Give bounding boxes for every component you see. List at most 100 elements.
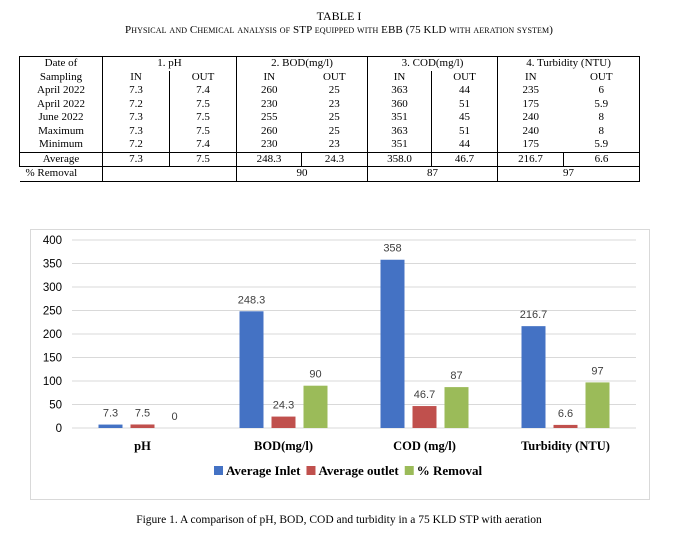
table-cell: 7.5 — [168, 124, 237, 138]
table-cell: 6 — [563, 84, 641, 98]
table-cell: 175 — [497, 97, 564, 111]
data-label: 7.5 — [135, 407, 150, 419]
table-cell: 45 — [431, 111, 498, 125]
turbidity-out-header: OUT — [563, 70, 641, 84]
table-cell: 6.6 — [563, 151, 641, 167]
removal-cod: 87 — [367, 166, 498, 182]
table-cell: 46.7 — [431, 151, 499, 167]
bar — [521, 326, 546, 428]
table-cell: 25 — [328, 84, 340, 97]
table-cell: 5.9 — [563, 138, 641, 153]
x-tick-label: BOD(mg/l) — [254, 439, 313, 453]
table-cell: 7.5 — [168, 97, 237, 111]
table-cell: 23 — [301, 138, 368, 153]
table-cell: 351 — [367, 138, 432, 153]
table-row: June 2022 7.3 7.5 255 25 351 45 240 8 — [19, 111, 641, 125]
table-cell: 7.4 — [168, 84, 237, 98]
removal-label: % Removal — [19, 166, 103, 182]
table-cell: 25 — [328, 124, 340, 137]
table-cell: 230 — [236, 97, 302, 111]
table-cell: 7.4 — [168, 138, 237, 153]
legend-entry: % Removal — [417, 463, 483, 478]
data-label: 358 — [383, 243, 401, 255]
y-tick-label: 50 — [49, 400, 62, 412]
y-tick-label: 350 — [43, 259, 62, 271]
bar — [130, 424, 155, 428]
data-label: 24.3 — [273, 400, 294, 412]
header-row-inout: Sampling IN OUT IN OUT IN OUT IN OUT — [19, 70, 641, 84]
row-label: Average — [19, 151, 103, 167]
bod-in-header: IN — [236, 70, 302, 84]
table-cell: 260 — [236, 124, 302, 138]
table-cell: 363 — [367, 84, 432, 98]
row-label: April 2022 — [19, 84, 103, 98]
legend-entry: Average outlet — [318, 463, 399, 478]
table-cell: 7.5 — [168, 151, 238, 167]
chart-frame — [30, 229, 650, 500]
bar — [444, 387, 469, 428]
data-label: 6.6 — [558, 408, 573, 420]
bar — [271, 416, 296, 428]
table-cell: 358.0 — [367, 151, 432, 167]
x-tick-label: pH — [134, 439, 151, 453]
data-label: 0 — [171, 411, 177, 423]
table-cell: 260 — [236, 84, 302, 98]
legend-swatch — [404, 466, 414, 475]
turbidity-in-header: IN — [497, 70, 564, 84]
group-header-ph: 1. pH — [102, 56, 237, 71]
group-header-cod: 3. COD(mg/l) — [367, 56, 498, 71]
figure-caption: Figure 1. A comparison of pH, BOD, COD a… — [136, 514, 542, 526]
y-tick-label: 400 — [43, 235, 62, 247]
y-tick-label: 0 — [56, 423, 62, 435]
removal-ph — [101, 166, 237, 182]
table-row: Maximum 7.3 7.5 260 25 363 51 240 8 — [19, 124, 641, 138]
table-cell: 7.2 — [102, 138, 170, 153]
y-tick-label: 250 — [43, 306, 62, 318]
legend-swatch — [306, 466, 316, 475]
table-cell: 240 — [497, 124, 564, 138]
table-cell: 5.9 — [563, 97, 641, 111]
table-cell: 7.3 — [129, 124, 143, 137]
table-cell: 24.3 — [301, 151, 369, 167]
table-cell: 230 — [236, 138, 302, 153]
y-tick-label: 200 — [43, 329, 62, 341]
analysis-table: Date of 1. pH 2. BOD(mg/l) 3. COD(mg/l) … — [19, 56, 641, 182]
y-tick-label: 300 — [43, 282, 62, 294]
bar — [412, 406, 437, 428]
ph-out-header: OUT — [168, 70, 237, 84]
data-label: 7.3 — [103, 408, 118, 420]
data-label: 216.7 — [520, 309, 548, 321]
table-cell: 51 — [431, 97, 498, 111]
table-cell: 175 — [497, 138, 564, 153]
data-label: 87 — [450, 370, 462, 382]
table-row: Minimum 7.2 7.4 230 23 351 44 175 5.9 — [19, 138, 641, 153]
date-header-2: Sampling — [19, 70, 103, 84]
table-cell: 255 — [236, 111, 302, 125]
cod-in-header: IN — [367, 70, 432, 84]
table-cell: 7.3 — [129, 84, 143, 97]
row-label: April 2022 — [19, 97, 103, 111]
data-label: 46.7 — [414, 389, 435, 401]
x-tick-label: Turbidity (NTU) — [521, 439, 610, 453]
bar — [585, 382, 610, 428]
y-tick-label: 150 — [43, 353, 62, 365]
row-label: June 2022 — [19, 111, 103, 125]
y-tick-label: 100 — [43, 376, 62, 388]
data-label: 90 — [309, 369, 321, 381]
table-row: April 2022 7.3 7.4 260 25 363 44 235 6 — [19, 84, 641, 98]
table-cell: 363 — [367, 124, 432, 138]
table-cell: 25 — [328, 111, 340, 124]
table-cell: 216.7 — [497, 151, 564, 167]
table-cell: 7.3 — [129, 111, 143, 124]
row-label: Maximum — [19, 124, 103, 138]
table-row-average: Average 7.3 7.5 248.3 24.3 358.0 46.7 21… — [19, 151, 641, 167]
table-cell: 7.5 — [168, 111, 237, 125]
group-header-bod: 2. BOD(mg/l) — [236, 56, 368, 71]
table-cell: 44 — [431, 138, 498, 153]
table-cell: 7.2 — [129, 97, 143, 110]
bar — [553, 424, 578, 428]
table-row: April 2022 7.2 7.5 230 23 360 51 175 5.9 — [19, 97, 641, 111]
ph-in-header: IN — [130, 70, 142, 83]
date-header-1: Date of — [19, 56, 103, 71]
